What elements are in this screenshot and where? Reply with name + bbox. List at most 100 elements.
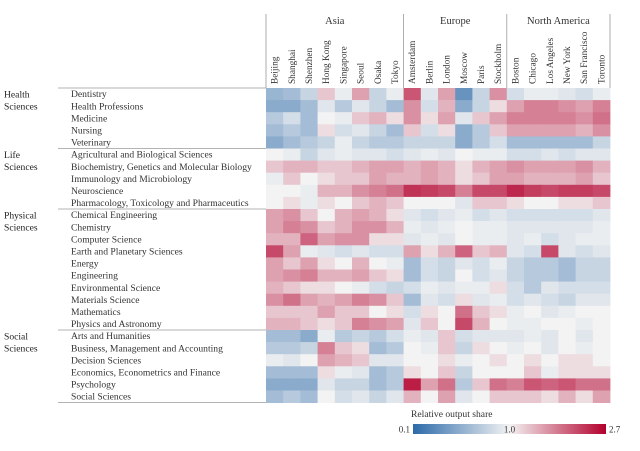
heatmap-cell [352,88,370,101]
heatmap-cell [300,317,318,331]
heatmap-cell [541,366,559,379]
heatmap-cell [524,184,542,198]
legend-title: Relative output share [411,409,493,420]
column-label: Seoul [357,62,367,84]
legend-min-label: 0.1 [399,425,410,435]
heatmap-cell [403,330,422,343]
heatmap-cell [472,305,490,319]
heatmap-cell [592,281,611,295]
heatmap-cell [403,184,422,198]
heatmap-cell [352,281,370,295]
heatmap-cell [506,390,525,403]
heatmap-cell [334,88,353,101]
heatmap-cell [386,330,404,343]
heatmap-cell [472,233,490,246]
heatmap-cell [266,378,284,391]
heatmap-cell [300,221,318,234]
heatmap-cell [334,160,353,174]
heatmap-cell [420,354,439,367]
heatmap-cell [506,172,525,186]
heatmap-cell [403,209,422,222]
heatmap-cell [506,293,525,307]
heatmap-cell [455,136,473,149]
field-group-label: Health [4,90,30,101]
heatmap-cell [317,330,336,343]
heatmap-cell [300,233,318,246]
heatmap-cell [592,245,611,258]
heatmap-cell [352,305,370,319]
field-group-label: Social [4,332,28,343]
heatmap-cell [352,330,370,343]
heatmap-cell [506,366,525,379]
heatmap-cell [575,172,594,186]
heatmap-cell [575,136,594,149]
heatmap-cell [438,281,456,295]
heatmap-cell [438,160,456,174]
heatmap-cell [592,354,611,367]
heatmap-cell [455,342,473,355]
heatmap-cell [352,112,370,125]
heatmap-cell [420,112,439,125]
heatmap-cell [541,221,559,234]
column-label: Tokyo [391,60,401,84]
heatmap-cell [472,245,490,258]
heatmap-cell [317,233,336,246]
row-label: Decision Sciences [71,355,141,366]
heatmap-cell [300,245,318,258]
heatmap-cell [266,281,284,295]
heatmap-cell [369,390,387,403]
heatmap-cell [369,88,387,101]
heatmap-cell [541,257,559,270]
heatmap-cell [472,100,490,113]
heatmap-cell [575,281,594,295]
heatmap-cell [283,172,301,186]
heatmap-cell [558,209,576,222]
heatmap-cell [592,330,611,343]
heatmap-cell [455,269,473,282]
heatmap-cell [558,269,576,282]
heatmap-cell [455,148,473,161]
heatmap-cell [455,390,473,403]
heatmap-cell [352,293,370,307]
heatmap-cell [352,209,370,222]
region-group-label: Europe [440,16,471,27]
heatmap-cell [283,196,301,210]
heatmap-cell [317,269,336,282]
heatmap-cell [352,100,370,113]
heatmap-cell [420,124,439,137]
heatmap-cell [420,330,439,343]
column-label: Toronto [597,54,607,84]
heatmap-cell [472,330,490,343]
heatmap-cell [300,88,318,101]
heatmap-cell [455,354,473,367]
heatmap-cell [266,317,284,331]
heatmap-cell [489,366,508,379]
row-label: Neuroscience [71,186,123,197]
heatmap-cell [558,221,576,234]
heatmap-cell [455,330,473,343]
heatmap-cell [438,88,456,101]
heatmap-cell [575,112,594,125]
heatmap-cell [575,124,594,137]
heatmap-cell [283,100,301,113]
heatmap-cell [300,136,318,149]
heatmap-cell [317,342,336,355]
heatmap-cell [472,354,490,367]
heatmap-cell [300,342,318,355]
heatmap-cell [300,124,318,137]
heatmap-cell [592,136,611,149]
heatmap-cell [420,269,439,282]
heatmap-cell [317,88,336,101]
heatmap-cell [386,281,404,295]
heatmap-cell [455,112,473,125]
heatmap-cell [575,390,594,403]
heatmap-cell [352,172,370,186]
heatmap-cell [403,293,422,307]
heatmap-cell [317,100,336,113]
heatmap-cell [420,196,439,210]
heatmap-cell [420,148,439,161]
heatmap-cell [455,184,473,198]
heatmap-cell [283,88,301,101]
column-label: Stockholm [494,43,504,84]
